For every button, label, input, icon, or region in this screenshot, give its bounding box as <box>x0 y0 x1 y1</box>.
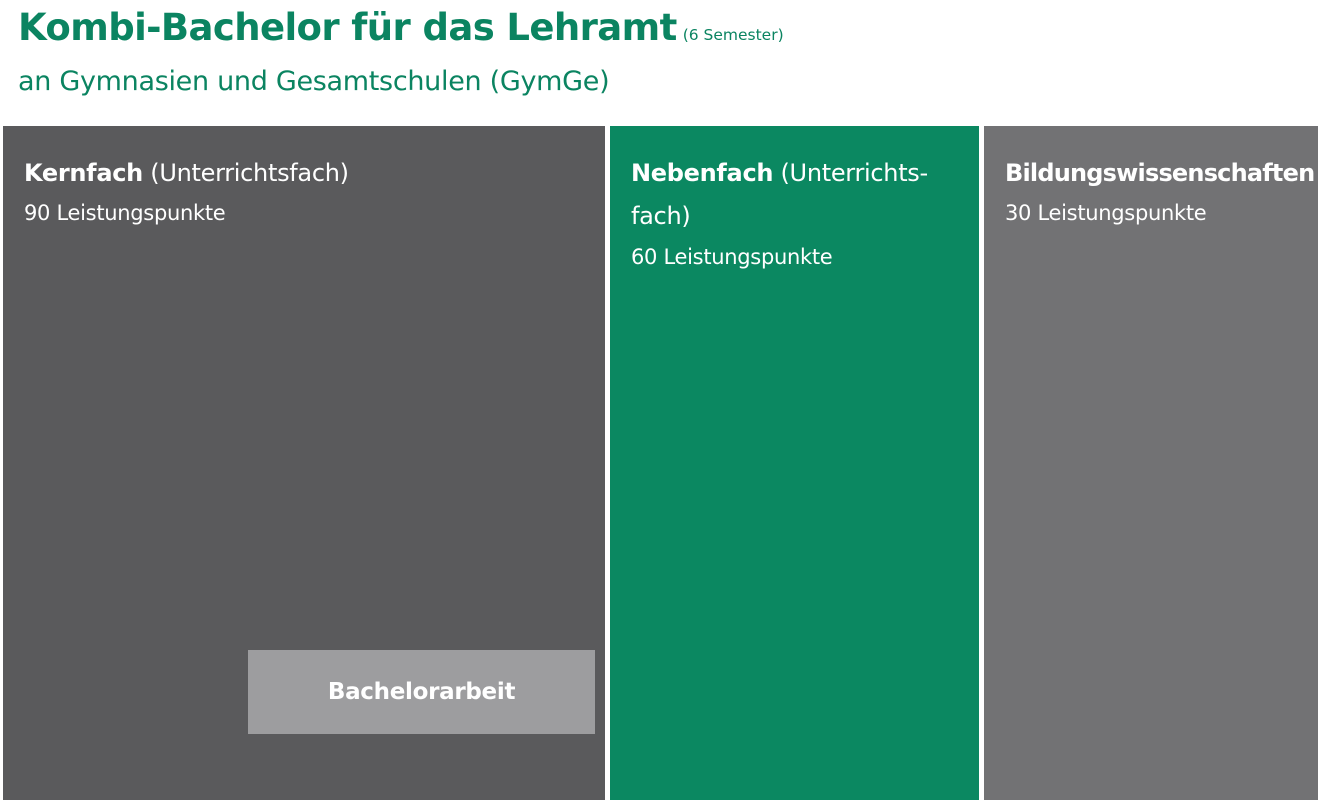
kernfach-name: Kernfach <box>24 159 143 187</box>
title-semester-note: (6 Semester) <box>682 26 784 44</box>
bildungswissenschaften-name: Bildungswissenschaften <box>1005 159 1315 187</box>
nebenfach-points: 60 Leistungspunkte <box>631 245 833 269</box>
page-title: Kombi-Bachelor für das Lehramt (6 Semeste… <box>18 6 784 49</box>
kernfach-qualifier: (Unterrichtsfach) <box>142 159 349 187</box>
kernfach-block: Kernfach (Unterrichtsfach) 90 Leistungsp… <box>3 126 605 800</box>
bildungswissenschaften-heading: Bildungswissenschaften <box>1005 152 1315 195</box>
bildungswissenschaften-points: 30 Leistungspunkte <box>1005 201 1207 225</box>
nebenfach-name: Nebenfach <box>631 159 774 187</box>
kernfach-points: 90 Leistungspunkte <box>24 201 226 225</box>
page-subtitle: an Gymnasien und Gesamtschulen (GymGe) <box>18 66 610 97</box>
title-main: Kombi-Bachelor für das Lehramt <box>18 6 677 49</box>
nebenfach-qualifier: (Unterrichts-fach) <box>631 159 928 230</box>
kernfach-heading: Kernfach (Unterrichtsfach) <box>24 152 349 195</box>
nebenfach-heading: Nebenfach (Unterrichts-fach) <box>631 152 961 238</box>
nebenfach-block: Nebenfach (Unterrichts-fach) 60 Leistung… <box>610 126 979 800</box>
bildungswissenschaften-block: Bildungswissenschaften 30 Leistungspunkt… <box>984 126 1318 800</box>
bachelorarbeit-box: Bachelorarbeit <box>248 650 595 734</box>
